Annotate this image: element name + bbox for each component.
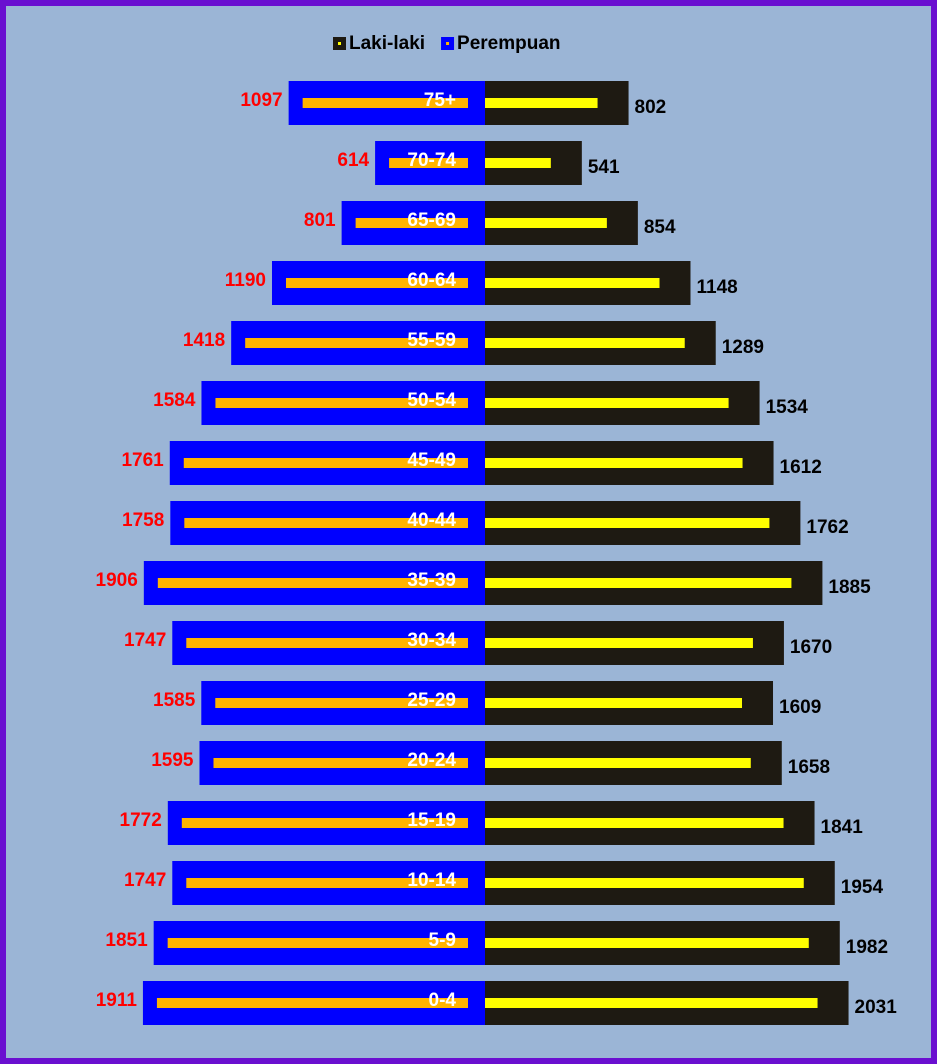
category-label: 55-59	[407, 330, 456, 351]
inner-bar	[485, 698, 743, 708]
value-label: 1885	[828, 577, 871, 598]
inner-bar	[485, 938, 809, 948]
value-label: 1595	[151, 750, 194, 771]
value-label: 1584	[153, 390, 196, 411]
value-label: 1911	[96, 990, 138, 1011]
inner-bar	[183, 458, 468, 468]
category-label: 70-74	[407, 150, 456, 171]
category-label: 5-9	[429, 930, 456, 951]
inner-bar	[485, 218, 607, 228]
inner-bar	[186, 878, 469, 888]
category-label: 45-49	[407, 450, 456, 471]
inner-bar	[485, 518, 770, 528]
category-label: 65-69	[407, 210, 456, 231]
value-label: 1761	[121, 450, 164, 471]
category-label: 15-19	[407, 810, 456, 831]
inner-bar	[302, 98, 468, 108]
value-label: 1534	[766, 397, 809, 418]
inner-bar	[355, 218, 468, 228]
value-label: 1418	[183, 330, 225, 351]
inner-bar	[485, 998, 818, 1008]
value-label: 1289	[722, 337, 764, 358]
value-label: 1148	[696, 277, 737, 298]
inner-bar	[157, 578, 469, 588]
inner-bar	[167, 938, 468, 948]
value-label: 1906	[96, 570, 138, 591]
inner-bar	[485, 878, 804, 888]
inner-bar	[485, 398, 729, 408]
value-label: 541	[588, 157, 620, 178]
inner-bar	[215, 698, 468, 708]
category-label: 50-54	[407, 390, 456, 411]
category-label: 75+	[424, 90, 456, 111]
value-label: 1190	[225, 270, 266, 291]
value-label: 1762	[806, 517, 848, 538]
value-label: 1758	[122, 510, 164, 531]
value-label: 1658	[788, 757, 830, 778]
category-label: 60-64	[407, 270, 456, 291]
inner-bar	[186, 638, 469, 648]
inner-bar	[485, 638, 753, 648]
value-label: 1982	[846, 937, 888, 958]
value-label: 1585	[153, 690, 196, 711]
value-label: 1747	[124, 870, 166, 891]
category-label: 25-29	[407, 690, 456, 711]
inner-bar	[485, 818, 784, 828]
legend-label: Perempuan	[457, 33, 560, 54]
inner-bar	[485, 338, 685, 348]
category-label: 10-14	[407, 870, 456, 891]
value-label: 1841	[821, 817, 864, 838]
inner-bar	[485, 98, 598, 108]
inner-bar	[485, 758, 751, 768]
inner-bar	[485, 578, 792, 588]
category-label: 30-34	[407, 630, 456, 651]
value-label: 2031	[855, 997, 898, 1018]
inner-bar	[184, 518, 468, 528]
inner-bar	[215, 398, 468, 408]
inner-bar	[485, 278, 660, 288]
value-label: 1609	[779, 697, 821, 718]
inner-bar	[181, 818, 468, 828]
inner-bar	[245, 338, 468, 348]
value-label: 802	[635, 97, 667, 118]
value-label: 801	[304, 210, 336, 231]
inner-bar	[285, 278, 468, 288]
inner-bar	[485, 158, 551, 168]
inner-bar	[485, 458, 743, 468]
value-label: 1670	[790, 637, 832, 658]
value-label: 854	[644, 217, 676, 238]
value-label: 1612	[780, 457, 822, 478]
value-label: 1747	[124, 630, 166, 651]
legend-swatch-dot	[338, 42, 341, 45]
value-label: 1954	[841, 877, 884, 898]
value-label: 1772	[120, 810, 162, 831]
category-label: 40-44	[407, 510, 456, 531]
inner-bar	[156, 998, 468, 1008]
legend-label: Laki-laki	[349, 33, 425, 54]
category-label: 0-4	[429, 990, 457, 1011]
category-label: 35-39	[407, 570, 456, 591]
category-label: 20-24	[407, 750, 456, 771]
inner-bar	[213, 758, 468, 768]
value-label: 1097	[240, 90, 282, 111]
legend-swatch-dot	[446, 42, 450, 45]
inner-bar	[389, 158, 468, 168]
value-label: 1851	[105, 930, 148, 951]
value-label: 614	[337, 150, 369, 171]
